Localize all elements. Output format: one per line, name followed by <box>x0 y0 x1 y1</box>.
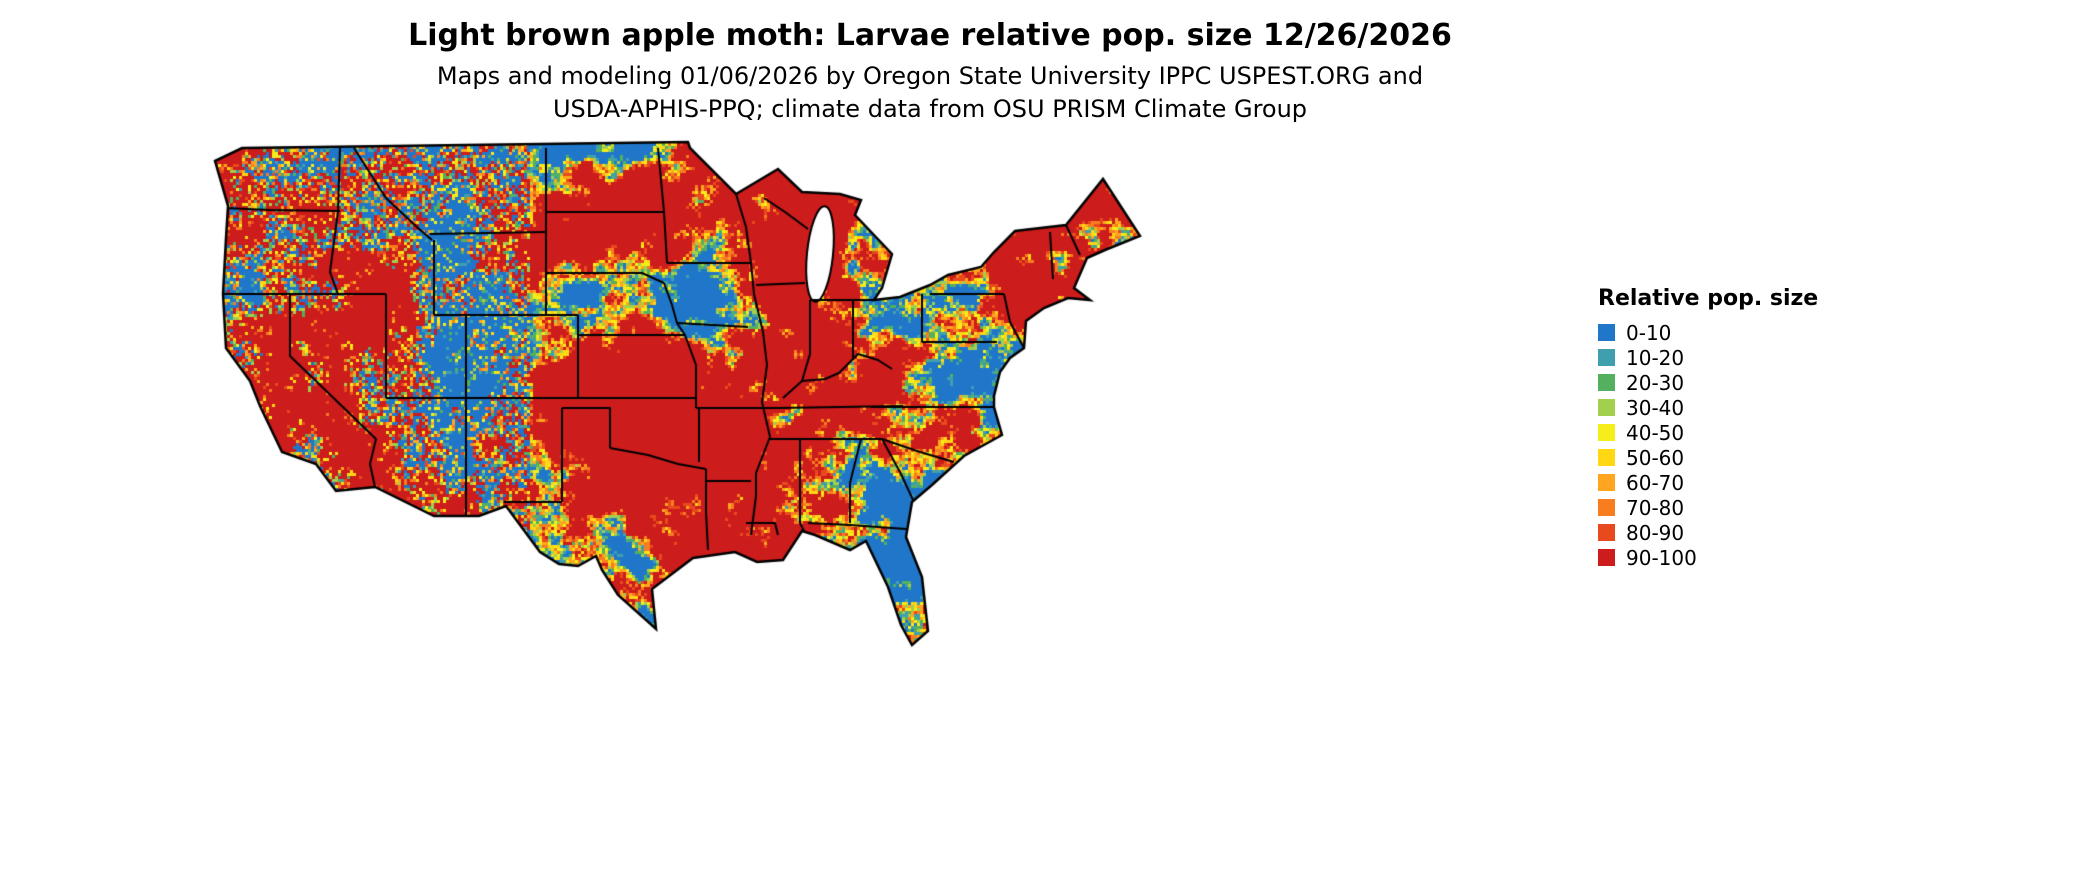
legend-swatch <box>1598 524 1615 541</box>
us-population-map <box>200 122 1175 662</box>
legend-title: Relative pop. size <box>1598 286 1819 311</box>
legend-swatch <box>1598 424 1615 441</box>
legend-label: 30-40 <box>1626 395 1685 420</box>
legend: Relative pop. size 0-10 10-20 20-30 30-40 40… <box>1598 286 1818 570</box>
legend-label: 40-50 <box>1626 420 1685 445</box>
legend-item: 70-80 <box>1598 495 1818 520</box>
legend-item: 90-100 <box>1598 545 1818 570</box>
map-canvas <box>200 122 1175 662</box>
legend-swatch <box>1598 449 1615 466</box>
legend-swatch <box>1598 474 1615 491</box>
subtitle-line-2: USDA-APHIS-PPQ; climate data from OSU PR… <box>552 95 1308 123</box>
subtitle: Maps and modeling 01/06/2026 by Oregon S… <box>0 60 1860 126</box>
page-title: Light brown apple moth: Larvae relative … <box>408 18 1452 53</box>
legend-swatch <box>1598 499 1615 516</box>
legend-label: 0-10 <box>1626 320 1672 345</box>
legend-item: 30-40 <box>1598 395 1818 420</box>
legend-items: 0-10 10-20 20-30 30-40 40-50 50-60 60-70 70-80 8… <box>1598 320 1818 570</box>
legend-item: 10-20 <box>1598 345 1818 370</box>
header: Light brown apple moth: Larvae relative … <box>0 16 1860 56</box>
legend-item: 20-30 <box>1598 370 1818 395</box>
legend-item: 80-90 <box>1598 520 1818 545</box>
legend-label: 80-90 <box>1626 520 1685 545</box>
legend-swatch <box>1598 549 1615 566</box>
legend-item: 40-50 <box>1598 420 1818 445</box>
legend-label: 70-80 <box>1626 495 1685 520</box>
legend-swatch <box>1598 324 1615 341</box>
legend-label: 50-60 <box>1626 445 1685 470</box>
legend-swatch <box>1598 374 1615 391</box>
legend-swatch <box>1598 399 1615 416</box>
legend-item: 0-10 <box>1598 320 1818 345</box>
legend-label: 20-30 <box>1626 370 1685 395</box>
legend-swatch <box>1598 349 1615 366</box>
legend-label: 60-70 <box>1626 470 1685 495</box>
legend-item: 50-60 <box>1598 445 1818 470</box>
legend-label: 10-20 <box>1626 345 1685 370</box>
subtitle-line-1: Maps and modeling 01/06/2026 by Oregon S… <box>436 62 1424 90</box>
legend-item: 60-70 <box>1598 470 1818 495</box>
legend-label: 90-100 <box>1626 545 1697 570</box>
